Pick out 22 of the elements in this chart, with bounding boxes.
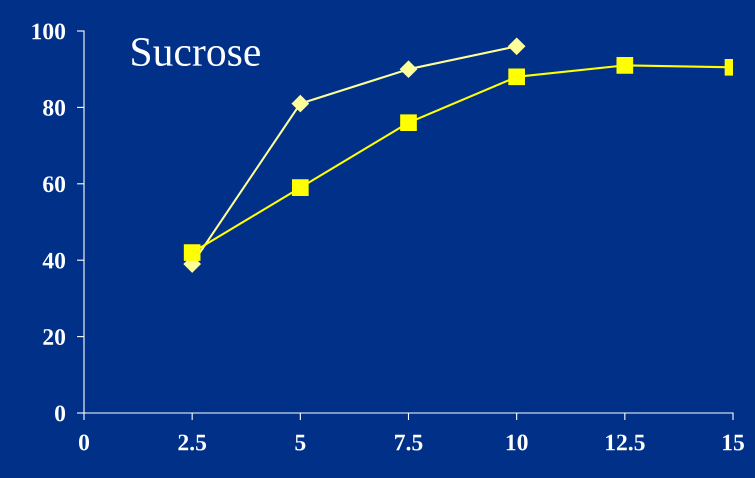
y-tick-label: 80 [43,100,66,116]
x-tick-label: 7.5 [395,434,422,451]
point [508,68,525,86]
point [508,38,526,55]
y-tick-label: 60 [43,176,66,192]
y-tick-label: 40 [42,252,66,269]
x-tick-label: 0 [78,434,90,450]
y-tick-label: 20 [43,329,66,346]
x-tick-label: 15 [723,434,744,450]
x-tick-label: 2.5 [178,434,206,451]
x-tick-label: 5 [295,434,306,450]
point [400,60,418,78]
point [292,179,309,196]
point [616,57,634,74]
chart-title: Sucrose [132,38,260,66]
point [400,114,417,132]
y-tick-label: 100 [32,23,66,40]
y-tick-label: 0 [55,405,66,422]
x-tick-label: 12.5 [606,434,645,451]
point [292,95,309,112]
point [184,244,200,261]
x-tick-label: 10 [506,434,528,450]
